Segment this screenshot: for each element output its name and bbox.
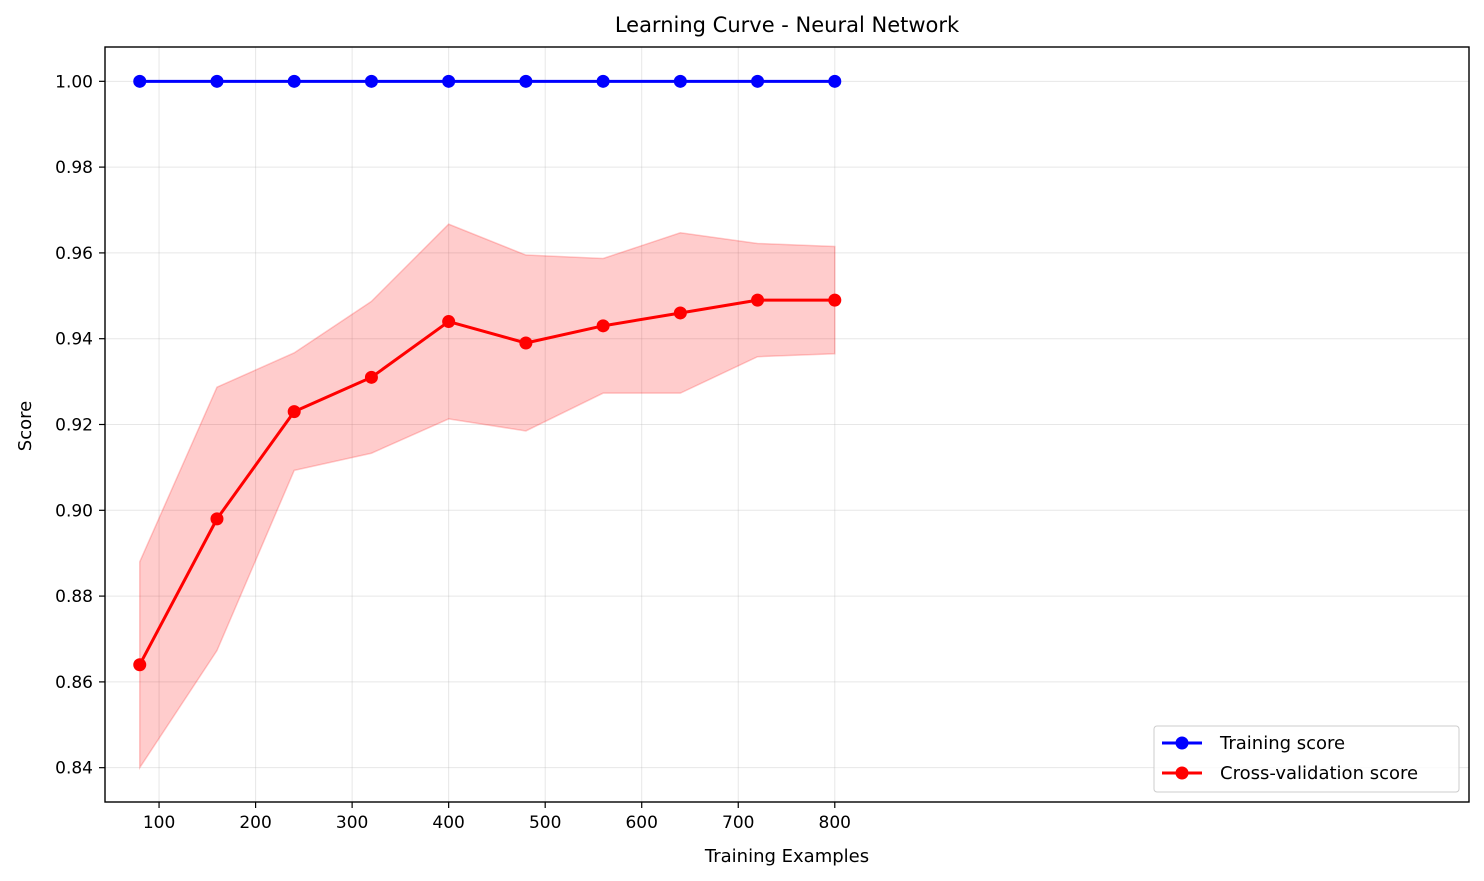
data-point xyxy=(828,293,842,307)
y-tick-label: 0.88 xyxy=(55,587,93,607)
y-tick-label: 0.98 xyxy=(55,158,93,178)
confidence-band-layer xyxy=(139,223,836,771)
legend-label: Cross-validation score xyxy=(1220,763,1418,784)
y-tick-label: 0.94 xyxy=(55,330,93,350)
x-tick-label: 200 xyxy=(239,813,271,833)
x-tick-label: 400 xyxy=(432,813,464,833)
data-point xyxy=(596,74,610,88)
data-point xyxy=(673,74,687,88)
legend-label: Training score xyxy=(1219,733,1345,754)
data-point xyxy=(287,405,301,419)
x-axis-label: Training Examples xyxy=(704,846,869,867)
legend-marker xyxy=(1175,736,1189,750)
x-tick-label: 100 xyxy=(143,813,175,833)
y-axis-label: Score xyxy=(15,401,36,451)
data-point xyxy=(519,74,533,88)
legend: Training score Cross-validation score xyxy=(1153,725,1460,793)
series-line xyxy=(138,298,837,667)
y-tick-label: 0.92 xyxy=(55,416,93,436)
x-tick-label: 300 xyxy=(336,813,368,833)
x-tick-label: 500 xyxy=(529,813,561,833)
y-tick-label: 0.86 xyxy=(55,673,93,693)
chart-title: Learning Curve - Neural Network xyxy=(615,13,960,37)
data-point xyxy=(673,306,687,320)
y-tick-label: 1.00 xyxy=(55,72,93,92)
legend-marker xyxy=(1175,766,1189,780)
data-point xyxy=(210,74,224,88)
data-point xyxy=(133,658,147,672)
x-axis: 100 200 300 400 500 600 700 800 xyxy=(143,802,851,833)
series-layer xyxy=(133,74,842,672)
legend-box xyxy=(1153,725,1460,793)
data-point xyxy=(364,74,378,88)
series-1 xyxy=(133,74,842,88)
data-point xyxy=(519,336,533,350)
series-2 xyxy=(133,293,842,672)
data-point xyxy=(287,74,301,88)
data-point xyxy=(364,370,378,384)
x-tick-label: 700 xyxy=(722,813,754,833)
data-point xyxy=(751,293,765,307)
y-tick-label: 0.96 xyxy=(55,244,93,264)
confidence-band xyxy=(139,223,836,771)
y-tick-label: 0.84 xyxy=(55,759,93,779)
y-tick-label: 0.90 xyxy=(55,501,93,521)
x-tick-label: 600 xyxy=(625,813,657,833)
y-axis: 0.84 0.86 0.88 0.90 0.92 0.94 0.96 0.98 1.00 xyxy=(55,72,105,779)
data-point xyxy=(442,315,456,329)
data-point xyxy=(828,74,842,88)
grid-lines xyxy=(105,47,1469,802)
data-point xyxy=(751,74,765,88)
data-point xyxy=(210,512,224,526)
data-point xyxy=(596,319,610,333)
x-tick-label: 800 xyxy=(819,813,851,833)
data-point xyxy=(133,74,147,88)
data-point xyxy=(442,74,456,88)
